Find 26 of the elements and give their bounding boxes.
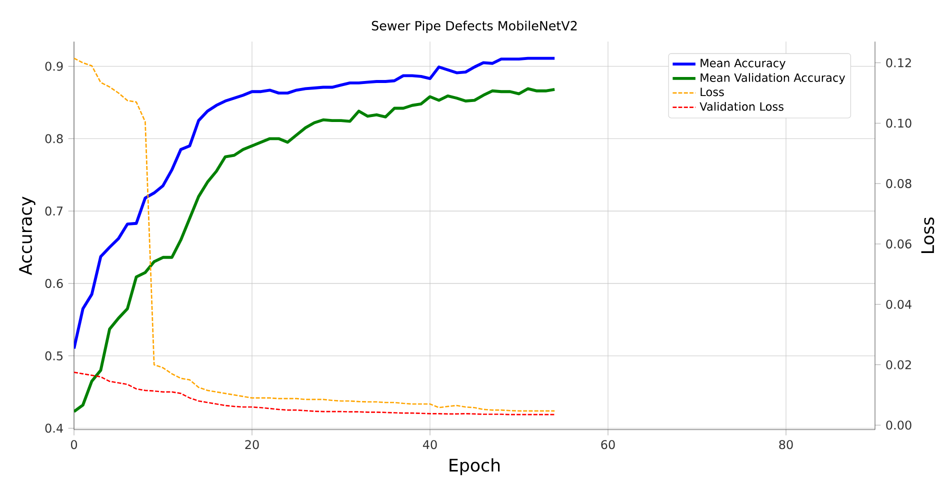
x-tick-label: 40 xyxy=(422,440,437,450)
y-tick-label: 0.6 xyxy=(45,278,63,288)
legend-label: Mean Accuracy xyxy=(700,58,786,70)
y-tick-label: 0.4 xyxy=(45,424,63,433)
y2-tick-label: 0.12 xyxy=(886,58,911,68)
x-axis-title: Epoch xyxy=(450,458,500,476)
x-tick-label: 20 xyxy=(245,440,259,450)
x-tick-label: 60 xyxy=(601,440,615,450)
y-axis-title: Accuracy xyxy=(19,196,36,276)
chart-title: Sewer Pipe Defects MobileNetV2 xyxy=(372,20,577,33)
y-tick-label: 0.5 xyxy=(45,351,63,360)
y2-tick-label: 0.08 xyxy=(886,179,912,188)
legend-label: Validation Loss xyxy=(700,102,784,111)
y2-tick-label: 0.02 xyxy=(886,360,911,370)
legend-label: Loss xyxy=(700,88,724,96)
y2-tick-label: 0.00 xyxy=(886,420,912,430)
y2-tick-label: 0.04 xyxy=(886,300,912,309)
y2-tick-label: 0.06 xyxy=(886,239,912,249)
y-tick-label: 0.8 xyxy=(45,134,63,144)
y2-axis-title: Loss xyxy=(921,218,934,253)
x-tick-label: 0 xyxy=(70,440,78,450)
y-tick-label: 0.9 xyxy=(45,62,63,71)
x-tick-label: 80 xyxy=(779,440,793,450)
y2-tick-label: 0.10 xyxy=(886,118,912,128)
y-tick-label: 0.7 xyxy=(45,206,63,216)
legend-label: Mean Validation Accuracy xyxy=(700,73,846,84)
